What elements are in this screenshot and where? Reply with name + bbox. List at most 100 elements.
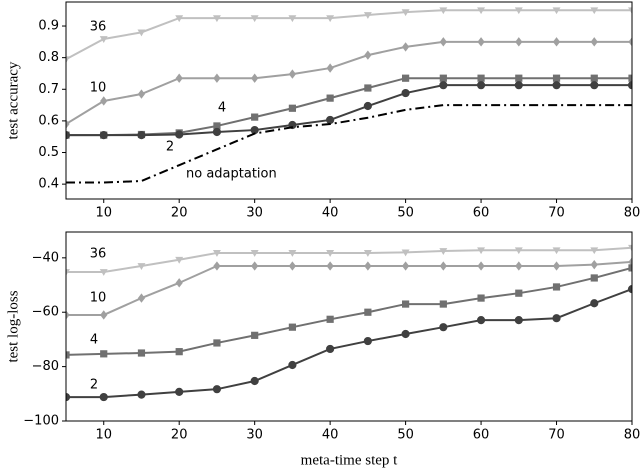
series-line	[66, 266, 632, 356]
y-tick-label: 0.8	[38, 50, 59, 65]
x-tick-label: 10	[95, 206, 112, 221]
x-tick-label: 60	[473, 206, 490, 221]
marker	[175, 130, 184, 139]
marker	[515, 261, 523, 271]
marker	[100, 350, 108, 358]
marker	[137, 293, 146, 303]
marker	[250, 250, 259, 257]
x-tick-label: 80	[624, 206, 640, 221]
x-axis-label: meta-time step t	[301, 452, 398, 468]
marker	[363, 336, 372, 346]
marker	[590, 7, 599, 15]
marker	[477, 74, 485, 82]
series-label: 10	[90, 291, 107, 306]
series-label: 4	[218, 101, 226, 116]
marker	[213, 339, 221, 347]
marker	[628, 257, 632, 267]
marker	[552, 7, 561, 15]
marker	[439, 248, 448, 255]
marker	[137, 349, 146, 357]
marker	[288, 69, 296, 79]
marker	[439, 74, 447, 82]
marker	[100, 96, 108, 106]
marker	[439, 81, 448, 90]
plot-area	[66, 7, 632, 184]
x-tick-label: 10	[95, 428, 112, 443]
marker	[326, 261, 334, 271]
marker	[175, 278, 183, 288]
marker	[590, 259, 598, 270]
marker	[401, 88, 410, 98]
series-line	[66, 260, 632, 316]
marker	[552, 247, 561, 255]
marker	[99, 131, 108, 140]
marker	[175, 348, 183, 356]
marker	[363, 250, 372, 257]
series-label: 10	[90, 81, 107, 96]
marker	[251, 73, 259, 83]
marker	[326, 250, 335, 257]
marker	[476, 81, 486, 90]
marker	[590, 74, 598, 82]
marker	[552, 74, 561, 82]
series-label: 36	[90, 247, 107, 262]
marker	[552, 314, 561, 323]
marker	[477, 37, 485, 47]
marker	[628, 37, 632, 47]
y-tick-label: 0.9	[38, 19, 59, 34]
marker	[401, 249, 410, 257]
marker	[213, 73, 221, 83]
marker	[137, 263, 146, 270]
marker	[250, 15, 259, 23]
y-tick-label: −60	[32, 305, 59, 320]
x-tick-label: 30	[246, 428, 263, 443]
marker	[402, 300, 410, 308]
marker	[627, 81, 632, 90]
marker	[326, 94, 334, 102]
marker	[250, 376, 259, 386]
marker	[477, 7, 486, 15]
marker	[552, 81, 561, 90]
marker	[515, 37, 523, 47]
marker	[439, 261, 447, 271]
marker	[628, 264, 632, 272]
series-line	[66, 104, 632, 184]
marker	[364, 308, 372, 316]
series-line	[66, 84, 632, 137]
marker	[288, 360, 297, 370]
marker	[401, 9, 410, 17]
marker	[288, 15, 297, 23]
marker	[364, 84, 372, 92]
marker	[100, 310, 108, 320]
marker	[99, 392, 108, 402]
marker	[628, 74, 632, 82]
x-tick-label: 20	[171, 206, 188, 221]
marker	[212, 127, 222, 137]
marker	[175, 256, 184, 264]
marker	[628, 244, 632, 252]
axes-frame	[65, 1, 633, 200]
marker	[514, 7, 523, 15]
marker	[628, 7, 632, 15]
marker	[477, 294, 485, 302]
marker	[66, 351, 70, 359]
marker	[212, 15, 221, 23]
x-tick-label: 50	[397, 206, 414, 221]
marker	[99, 269, 108, 276]
marker	[477, 261, 485, 271]
y-axis-label: test accuracy	[5, 61, 21, 139]
marker	[364, 50, 372, 60]
marker	[627, 285, 632, 294]
marker	[552, 37, 561, 47]
marker	[251, 113, 259, 121]
marker	[552, 261, 561, 271]
marker	[439, 323, 448, 332]
marker	[251, 331, 259, 339]
marker	[213, 122, 221, 130]
x-tick-label: 20	[171, 428, 188, 443]
marker	[515, 74, 523, 82]
series-line	[66, 40, 632, 125]
marker	[213, 261, 221, 271]
y-tick-label: −40	[32, 250, 59, 265]
